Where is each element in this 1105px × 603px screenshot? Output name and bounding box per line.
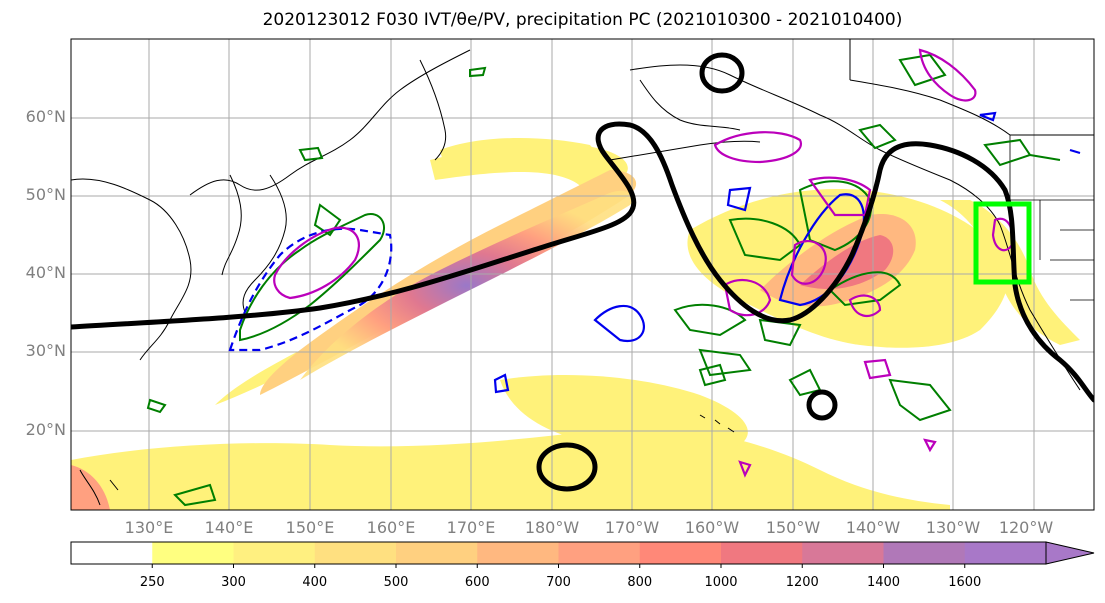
lat-label-60: 60°N: [25, 107, 66, 126]
colorbar-segment: [964, 542, 1047, 564]
lon-label-140e: 140°E: [204, 518, 254, 537]
coast-aleutians: [609, 140, 761, 161]
coast-north-america: [849, 39, 1094, 136]
lon-label-170w: 170°W: [604, 518, 660, 537]
coast-philippines: [79, 469, 119, 506]
ivt-coast-strip: [940, 200, 1080, 345]
coast-japan: [242, 174, 287, 313]
colorbar-segments: [70, 541, 1095, 565]
lon-label-140w: 140°W: [845, 518, 901, 537]
colorbar-extend-arrow: [1045, 541, 1095, 565]
colorbar-segment: [71, 542, 153, 564]
lon-label-160w: 160°W: [684, 518, 740, 537]
colorbar-segment: [477, 542, 559, 564]
lon-label-130e: 130°E: [124, 518, 174, 537]
colorbar-tick-label: 300: [221, 575, 246, 590]
theta-e-south-loop: [536, 442, 598, 492]
coast-alaska: [629, 64, 1081, 391]
colorbar-segment: [314, 542, 397, 564]
colorbar-segment: [639, 542, 722, 564]
colorbar-segment: [233, 542, 316, 564]
colorbar-tick-label: 1600: [948, 575, 982, 590]
colorbar-segment: [558, 542, 641, 564]
ivt-fill-layer: [71, 138, 1080, 510]
colorbar-tick-label: 400: [302, 575, 328, 590]
colorbar-segment: [802, 542, 884, 564]
coastlines: [71, 39, 1094, 506]
lon-label-150e: 150°E: [285, 518, 335, 537]
colorbar-tick-label: 500: [383, 575, 409, 590]
colorbar-tick-label: 1200: [785, 575, 819, 590]
coast-bering: [639, 79, 741, 131]
lon-label-180w: 180°W: [524, 518, 580, 537]
colorbar-tick-label: 600: [464, 575, 490, 590]
colorbar-tick-label: 1000: [704, 575, 738, 590]
colorbar-segment: [721, 542, 803, 564]
coast-hawaii: [699, 414, 735, 433]
map-frame: [70, 38, 1095, 511]
theta-e-small-loop: [806, 389, 838, 421]
lat-label-40: 40°N: [25, 263, 66, 282]
colorbar-segment: [883, 542, 966, 564]
colorbar-tick-label: 700: [546, 575, 571, 590]
lat-label-30: 30°N: [25, 341, 66, 360]
lon-label-160e: 160°E: [366, 518, 416, 537]
lon-label-170e: 170°E: [446, 518, 496, 537]
colorbar-tick-label: 1400: [866, 575, 901, 590]
map-title: 2020123012 F030 IVT/θe/PV, precipitation…: [0, 10, 1105, 30]
lat-label-50: 50°N: [25, 185, 66, 204]
region-highlight-box: [973, 201, 1032, 285]
coast-asia: [71, 49, 471, 361]
map-gridlines: [71, 39, 1094, 510]
colorbar-tick-label: 800: [627, 575, 653, 590]
ivt-north-lobe: [440, 138, 594, 170]
ivt-plume-core: [300, 190, 634, 380]
coast-kamchatka: [419, 59, 447, 161]
colorbar-tick-label: 250: [139, 575, 165, 590]
lon-label-150w: 150°W: [765, 518, 821, 537]
ivt-southwest-corner: [71, 465, 110, 510]
magenta-contours: [273, 48, 1014, 478]
ivt-main-plume: [215, 143, 628, 405]
lon-label-130w: 130°W: [925, 518, 981, 537]
colorbar-segment: [152, 542, 234, 564]
lon-label-120w: 120°W: [998, 518, 1054, 537]
colorbar-segment: [396, 542, 478, 564]
ivt-south-band2: [500, 375, 748, 451]
ivt-south-band: [71, 427, 950, 510]
political-boundaries: [1009, 135, 1094, 301]
map-title-text: 2020123012 F030 IVT/θe/PV, precipitation…: [262, 10, 903, 30]
theta-e-north-loop: [699, 52, 745, 94]
colorbar-ticks: [151, 564, 966, 568]
lat-label-20: 20°N: [25, 420, 66, 439]
